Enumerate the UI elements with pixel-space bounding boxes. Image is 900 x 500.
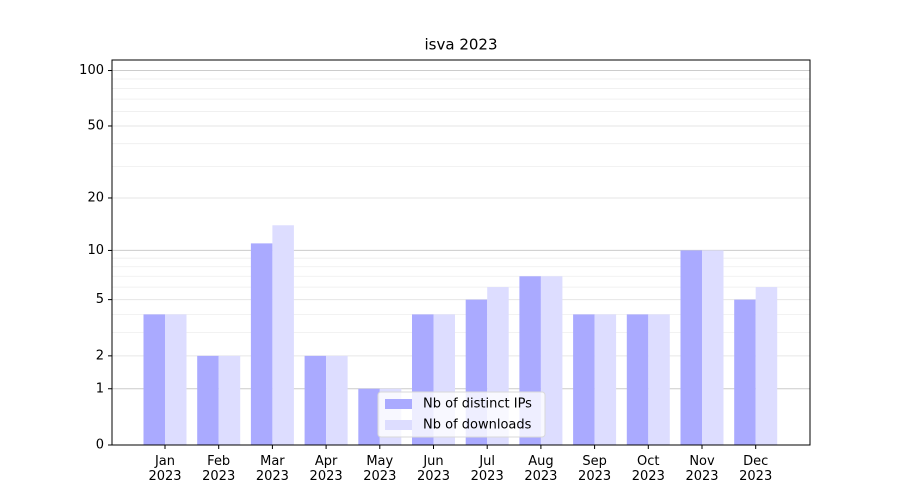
x-tick-label: Feb 2023 xyxy=(202,454,236,484)
x-tick-label: Dec 2023 xyxy=(739,454,773,484)
x-tick-label: Mar 2023 xyxy=(255,454,289,484)
y-tick-label: 1 xyxy=(96,381,104,396)
legend-swatch xyxy=(385,420,412,430)
x-tick-label: Jan 2023 xyxy=(148,454,182,484)
bar xyxy=(218,355,241,445)
y-tick-label: 20 xyxy=(87,190,104,205)
legend-label: Nb of downloads xyxy=(423,418,532,433)
y-tick-label: 5 xyxy=(96,292,104,307)
legend-swatch xyxy=(385,399,412,409)
bar xyxy=(358,388,380,445)
bar xyxy=(143,314,165,445)
bar xyxy=(755,287,778,445)
bar xyxy=(734,299,756,445)
legend-box xyxy=(377,391,546,438)
bar xyxy=(197,355,219,445)
y-tick-label: 50 xyxy=(87,118,104,133)
bar xyxy=(702,250,724,445)
bar xyxy=(648,314,670,445)
bar xyxy=(304,355,327,445)
legend: Nb of distinct IPs Nb of downloads xyxy=(377,391,546,438)
y-tick-label: 100 xyxy=(79,63,104,78)
y-tick-label: 0 xyxy=(96,438,104,453)
x-tick-label: Nov 2023 xyxy=(685,454,719,484)
x-tick-label: Jun 2023 xyxy=(416,454,451,484)
bar xyxy=(250,243,273,445)
bar xyxy=(626,314,649,445)
bar xyxy=(272,225,294,445)
legend-label: Nb of distinct IPs xyxy=(423,397,532,412)
chart-title: isva 2023 xyxy=(425,36,498,54)
bar xyxy=(540,276,563,445)
bar xyxy=(573,314,595,445)
bar xyxy=(326,355,348,445)
bar xyxy=(165,314,187,445)
x-tick-label: Jul 2023 xyxy=(470,454,504,484)
bar xyxy=(594,314,617,445)
x-tick-label: Aug 2023 xyxy=(524,454,558,484)
x-tick-label: May 2023 xyxy=(363,454,397,484)
y-tick-label: 2 xyxy=(96,348,104,363)
x-tick-label: Apr 2023 xyxy=(309,454,343,484)
x-tick-label: Sep 2023 xyxy=(578,454,612,484)
x-tick-label: Oct 2023 xyxy=(631,454,665,484)
axes-frame xyxy=(111,59,811,446)
bar xyxy=(680,250,702,445)
y-tick-label: 10 xyxy=(87,243,104,258)
